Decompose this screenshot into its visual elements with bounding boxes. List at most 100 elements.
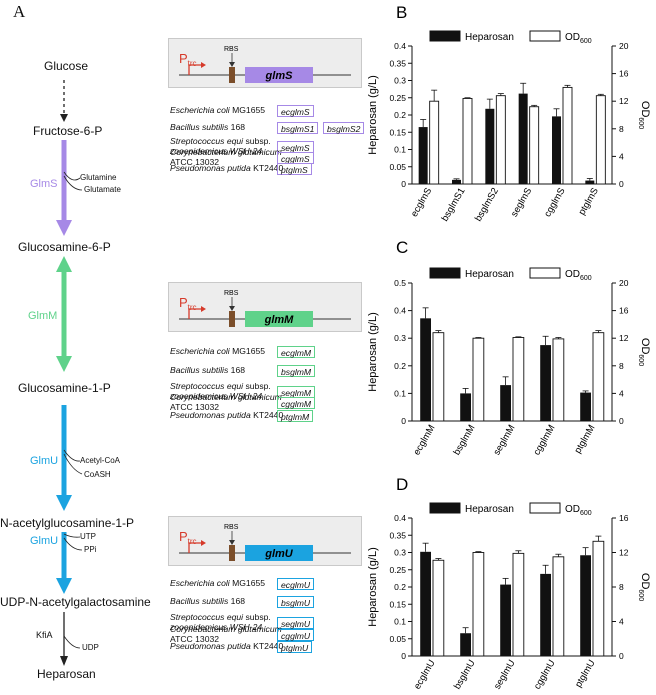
pathway-arrows (56, 80, 83, 666)
glms-arrow-shaft (61, 140, 67, 222)
legend-label-heparosan: Heparosan (465, 269, 514, 280)
panel-label: D (396, 475, 408, 494)
x-tick-label: bsglmS2 (473, 186, 501, 224)
bar-od600 (562, 86, 573, 185)
y2-tick-label: 12 (619, 548, 629, 558)
promoter-arrow (188, 308, 203, 319)
legend-swatch-od600 (529, 502, 561, 514)
enzyme-glmm: GlmM (28, 310, 58, 322)
y2-tick-label: 8 (619, 361, 624, 371)
bar-od600 (552, 556, 565, 657)
x-tick-label: seglmS (509, 186, 534, 219)
gene-variant-tag: bsglmM (277, 365, 316, 377)
legend-swatch-heparosan (429, 502, 461, 514)
gene-variant-tag: ptglmU (277, 641, 313, 653)
bar-heparosan (580, 392, 591, 421)
enzyme-kfia: KfiA (36, 630, 53, 640)
glmu2-arrowhead (56, 578, 72, 594)
gene-label-glmU: glmU (264, 548, 294, 560)
legend-swatch-od600 (529, 267, 561, 279)
bar-heparosan (540, 345, 551, 421)
bar-heparosan (418, 127, 428, 184)
organism-label: Bacillus subtilis 168 (170, 365, 246, 375)
y2-tick-label: 8 (619, 582, 624, 592)
enzyme-glms: GlmS (30, 178, 58, 190)
y-tick-label: 0.1 (394, 617, 406, 627)
y-tick-label: 0 (401, 416, 406, 426)
legend: Heparosan OD600 (429, 502, 592, 517)
y-tick-label: 0.2 (394, 582, 406, 592)
glms-arrowhead (56, 220, 72, 236)
rbs-label: RBS (224, 46, 239, 53)
y2-tick-label: 0 (619, 651, 624, 661)
y-tick-label: 0.4 (394, 41, 406, 51)
gene-variant-tag: bsglmU (277, 596, 315, 608)
glmu2-arrow-shaft (61, 532, 67, 580)
gene-label-glmM: glmM (264, 314, 295, 326)
gene-variant-tag: ecglmM (277, 346, 316, 358)
y2-tick-label: 16 (619, 306, 629, 316)
glms-cofactor-curve (63, 171, 81, 181)
chart-panel-b: B 0 0.05 0.1 0.15 0.2 0.25 0.3 0.35 0.4 0 4 8 12 16 20 H… (367, 3, 651, 224)
gene-variant-tag: cgglmM (277, 397, 316, 409)
x-tick-label: bsglmS1 (440, 186, 468, 224)
rbs-pointer-head (229, 540, 235, 545)
construct-box-glmM: Ptrc RBS glmM (168, 282, 362, 332)
bar-od600 (432, 332, 445, 422)
organism-label: Streptococcus equi subsp. zooepidemicus … (170, 612, 271, 632)
gene-variant-tag: cgglmU (277, 629, 315, 641)
enzyme-glmu-2: GlmU (30, 535, 59, 547)
y-tick-label: 0.05 (389, 634, 406, 644)
glmm-arrowhead-up (56, 256, 72, 272)
bar-od600 (512, 337, 525, 422)
kfia-arrowhead (60, 656, 68, 666)
x-tick-label: ecglmU (412, 658, 438, 692)
organism-label: Escherichia coli MG1655 (170, 578, 266, 588)
legend-label-od600: OD600 (565, 504, 592, 517)
glmm-arrowhead-down (56, 356, 72, 372)
x-tick-label: seglmU (492, 658, 518, 692)
y2-tick-label: 4 (619, 388, 624, 398)
cofactor-utp: UTP (80, 532, 96, 541)
chart-panel-d: D 0 0.05 0.1 0.15 0.2 0.25 0.3 0.35 0.4 0 4 8 12 16 Hep… (367, 475, 651, 691)
y2-tick-label: 0 (619, 416, 624, 426)
bar-od600 (592, 540, 605, 657)
panel-label: B (396, 3, 407, 22)
bar-od600 (432, 559, 445, 657)
construct-box-glmS: Ptrc RBS glmS (168, 38, 362, 88)
bar-heparosan (500, 584, 511, 656)
bar-heparosan (420, 318, 431, 421)
x-tick-label: ptglmS (577, 186, 601, 217)
y-tick-label: 0.3 (394, 333, 406, 343)
bar-heparosan (460, 393, 471, 421)
y-tick-label: 0.2 (394, 361, 406, 371)
rbs-label: RBS (224, 290, 239, 297)
y2-tick-label: 20 (619, 41, 629, 51)
x-tick-label: seglmM (491, 423, 517, 457)
metabolite-fructose-6-p: Fructose-6-P (33, 124, 103, 138)
y-tick-label: 0.15 (389, 599, 406, 609)
legend-swatch-od600 (529, 30, 561, 42)
legend-label-od600: OD600 (565, 269, 592, 282)
gene-block-glmU (245, 545, 313, 561)
legend-swatch-heparosan (429, 30, 461, 42)
gene-label-glmS: glmS (265, 70, 294, 82)
glmu1-arrow-shaft (61, 405, 67, 497)
rbs-pointer-head (229, 306, 235, 311)
metabolite-glucosamine-1-p: Glucosamine-1-P (18, 381, 111, 395)
metabolite-n-acetylglucosamine-1-p: N-acetylglucosamine-1-P (0, 516, 135, 530)
gene-variant-tag: ptglmS (277, 163, 312, 175)
legend-swatch-heparosan (429, 267, 461, 279)
bar-od600 (472, 337, 485, 422)
x-tick-label: ecglmM (411, 423, 437, 457)
glmu1-arrowhead (56, 495, 72, 511)
rbs-pointer-head (229, 62, 235, 67)
cofactor-acetyl-coa: Acetyl-CoA (80, 456, 121, 465)
bar-heparosan (580, 555, 591, 656)
organism-label: Bacillus subtilis 168 (170, 596, 246, 606)
y-tick-label: 0.3 (394, 76, 406, 86)
y-axis-title: Heparosan (g/L) (367, 75, 379, 155)
glmm-arrow-shaft (61, 270, 67, 358)
gene-block-glmM (245, 311, 313, 327)
x-tick-label: cgglmS (542, 186, 567, 219)
